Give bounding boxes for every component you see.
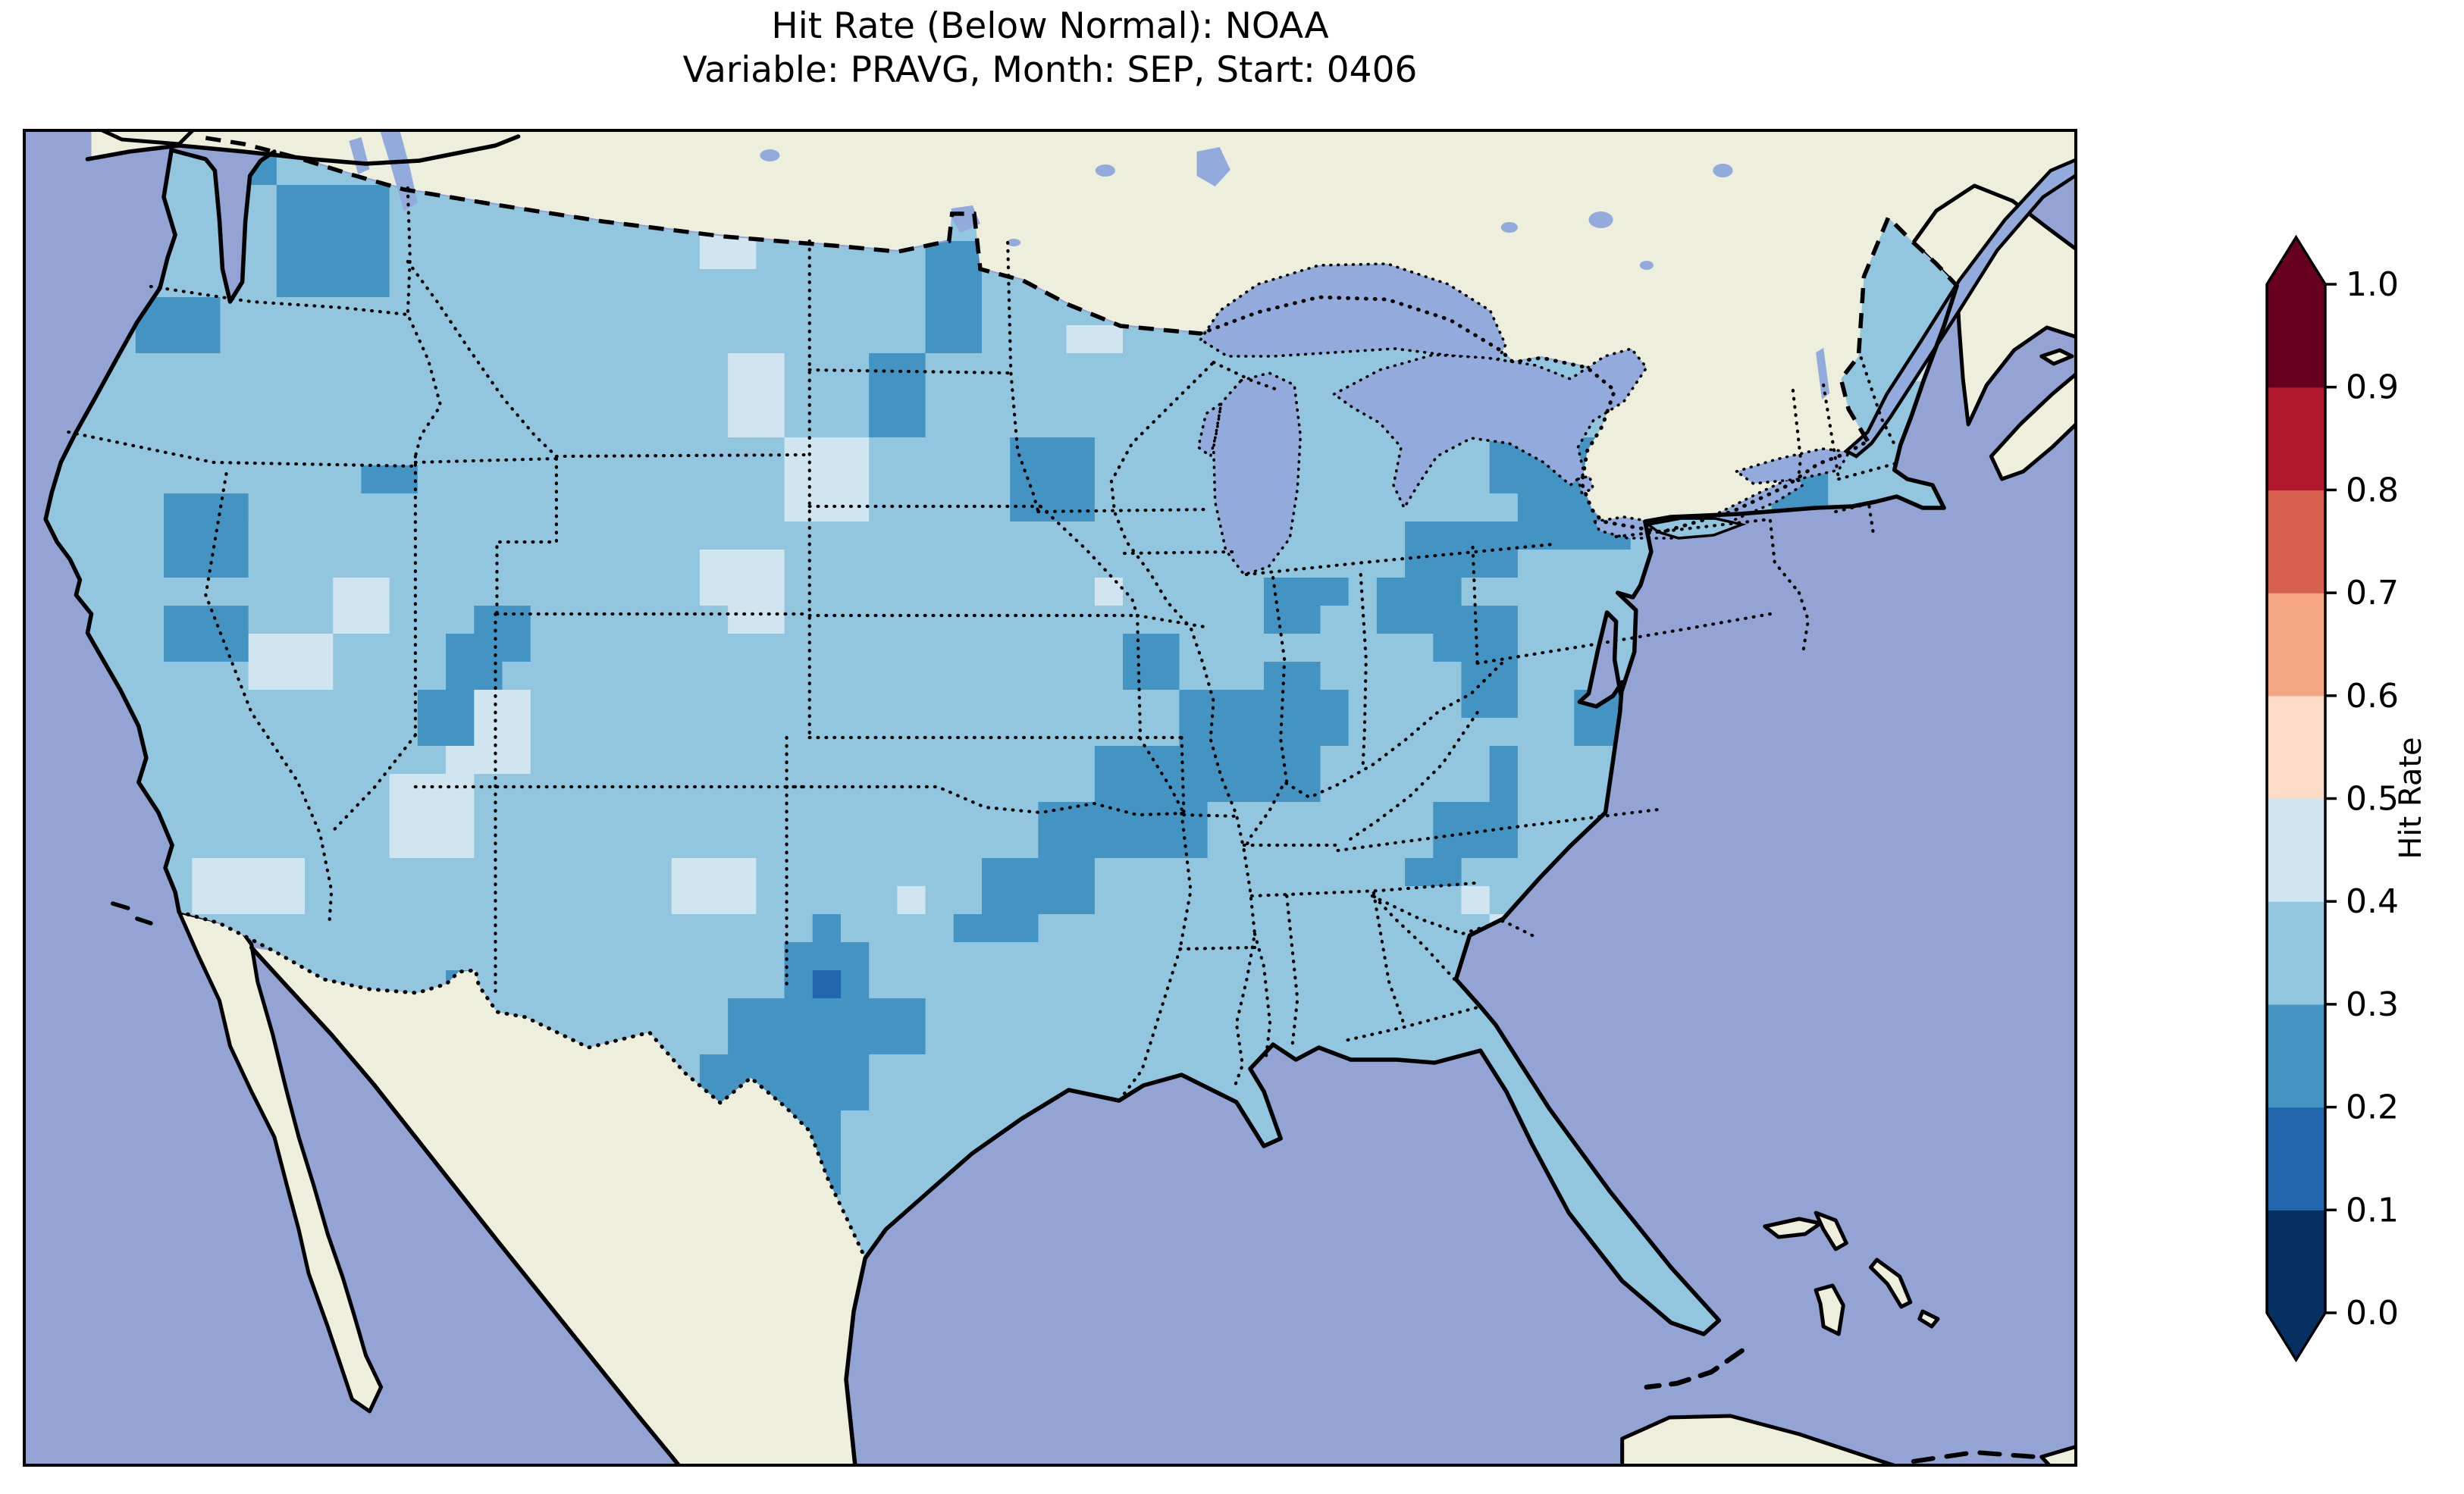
canada-lake [1096,164,1115,177]
colorbar-tick-label: 0.3 [2346,985,2399,1024]
hit-rate-cell-bin2 [361,465,417,493]
hit-rate-cell-bin4 [1067,325,1123,353]
canada-lake [1588,211,1613,228]
hit-rate-cell-bin2 [954,914,1039,942]
hit-rate-cell-bin2 [1123,634,1179,690]
colorbar-tick-label: 0.8 [2346,471,2399,509]
colorbar-tick-label: 0.4 [2346,882,2399,921]
hit-rate-cell-bin4 [1462,886,1490,914]
colorbar-over-arrow [2267,237,2325,284]
chart-title: Hit Rate (Below Normal): NOAA [23,5,2077,49]
hit-rate-cell-bin2 [1462,662,1518,718]
colorbar-under-arrow [2267,1313,2325,1360]
colorbar-tick-label: 0.6 [2346,677,2399,716]
hit-rate-cell-bin2 [277,185,390,297]
colorbar-bin-5 [2267,696,2325,799]
hit-rate-cell-bin2 [1405,858,1461,886]
colorbar-svg: 1.0 0.9 0.8 0.7 0.6 0.5 0.4 0.3 0.2 0.1 0.0 Hit Ra… [2237,224,2464,1406]
figure: Hit Rate (Below Normal): NOAA Variable: … [0,0,2464,1494]
hit-rate-cell-bin4 [728,606,784,634]
colorbar-bin-6 [2267,593,2325,696]
hit-rate-cell-bin4 [1095,578,1123,606]
us-hit-rate-map [23,129,2077,1467]
hit-rate-cell-bin2 [728,998,925,1054]
colorbar-bin-7 [2267,490,2325,593]
hit-rate-cell-bin2 [869,353,925,437]
canada-lake [1640,261,1654,270]
colorbar-bin-1 [2267,1107,2325,1211]
map-axes [23,129,2077,1467]
hit-rate-cell-bin4 [897,886,925,914]
colorbar-bin-3 [2267,901,2325,1004]
hit-rate-cell-bin4 [192,858,305,914]
hit-rate-cell-bin2 [164,493,249,578]
colorbar-tick-label: 0.5 [2346,780,2399,819]
hit-rate-cell-bin4 [249,634,334,690]
colorbar-tick-label: 0.9 [2346,368,2399,407]
chart-title-block: Hit Rate (Below Normal): NOAA Variable: … [23,5,2077,92]
canada-lake [760,149,779,161]
colorbar-bin-0 [2267,1210,2325,1313]
colorbar-bin-2 [2267,1004,2325,1107]
colorbar-bin-8 [2267,387,2325,490]
hit-rate-cell-bin2 [1490,746,1518,802]
hit-rate-cell-bin2 [813,914,841,942]
hit-rate-cell-bin1 [813,970,841,998]
colorbar-tick-label: 0.1 [2346,1191,2399,1229]
hit-rate-cell-bin4 [728,353,784,437]
colorbar-ticks: 1.0 0.9 0.8 0.7 0.6 0.5 0.4 0.3 0.2 0.1 0.0 [2325,265,2399,1333]
hit-rate-cell-bin2 [982,858,1095,914]
colorbar-bin-4 [2267,799,2325,902]
hit-rate-cell-bin2 [1264,578,1320,634]
colorbar-tick-label: 0.7 [2346,574,2399,612]
hit-rate-cell-bin4 [333,578,389,634]
colorbar-bin-9 [2267,284,2325,387]
colorbar-axis-label: Hit Rate [2393,737,2428,859]
hit-rate-cell-bin4 [785,437,870,521]
colorbar-tick-label: 0.2 [2346,1088,2399,1127]
hit-rate-cell-bin2 [1010,437,1095,521]
hit-rate-cell-bin2 [1433,802,1518,858]
hit-rate-cell-bin2 [164,606,249,662]
hit-rate-cell-bin2 [446,634,502,690]
hit-rate-cell-bin2 [926,241,982,353]
colorbar: 1.0 0.9 0.8 0.7 0.6 0.5 0.4 0.3 0.2 0.1 0.0 Hit Ra… [2237,224,2464,1406]
hit-rate-cell-bin4 [672,858,757,914]
hit-rate-cell-bin2 [1179,690,1348,746]
canada-lake [1501,222,1518,233]
hit-rate-cell-bin2 [1320,578,1348,606]
hit-rate-cell-bin2 [418,690,474,746]
colorbar-tick-label: 0.0 [2346,1294,2399,1333]
chart-subtitle: Variable: PRAVG, Month: SEP, Start: 0406 [23,49,2077,92]
canada-lake [1713,164,1732,177]
hit-rate-cell-bin4 [700,550,785,606]
colorbar-tick-label: 1.0 [2346,265,2399,304]
colorbar-segments [2267,284,2325,1314]
